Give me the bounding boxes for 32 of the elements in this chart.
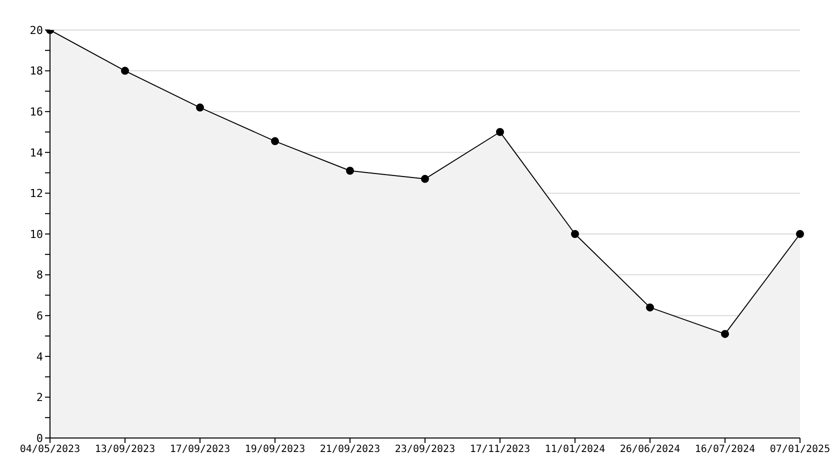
x-tick-label: 07/01/2025 xyxy=(770,444,830,456)
y-tick-label: 14 xyxy=(30,146,44,160)
y-tick-label: 18 xyxy=(30,64,43,78)
y-tick-label: 12 xyxy=(30,187,43,200)
y-tick-label: 2 xyxy=(36,391,43,404)
point xyxy=(496,128,504,136)
x-tick-label: 19/09/2023 xyxy=(244,444,306,456)
x-tick-label: 21/09/2023 xyxy=(320,444,380,456)
x-tick-label: 11/01/2024 xyxy=(544,444,606,456)
y-tick-label: 4 xyxy=(36,350,44,364)
point xyxy=(571,230,579,238)
y-tick-label: 16 xyxy=(30,106,43,119)
y-tick-label: 0 xyxy=(36,432,43,445)
point xyxy=(271,137,279,146)
point xyxy=(196,104,204,112)
x-tick-label: 17/09/2023 xyxy=(170,444,230,456)
y-tick-label: 20 xyxy=(30,24,43,37)
point xyxy=(721,330,729,338)
x-tick-label: 26/06/2024 xyxy=(620,444,680,456)
point xyxy=(121,66,129,75)
x-tick-label: 13/09/2023 xyxy=(94,444,156,456)
x-tick-label: 16/07/2024 xyxy=(694,444,756,456)
x-tick-label: 23/09/2023 xyxy=(394,444,456,456)
y-tick-label: 6 xyxy=(36,310,43,323)
point xyxy=(421,174,429,183)
point xyxy=(646,303,654,312)
x-tick-label: 17/11/2023 xyxy=(470,444,530,456)
point xyxy=(346,166,354,175)
y-tick-label: 10 xyxy=(30,228,43,241)
point xyxy=(796,230,804,238)
y-tick-label: 8 xyxy=(36,268,43,282)
x-tick-label: 04/05/2023 xyxy=(20,444,80,456)
